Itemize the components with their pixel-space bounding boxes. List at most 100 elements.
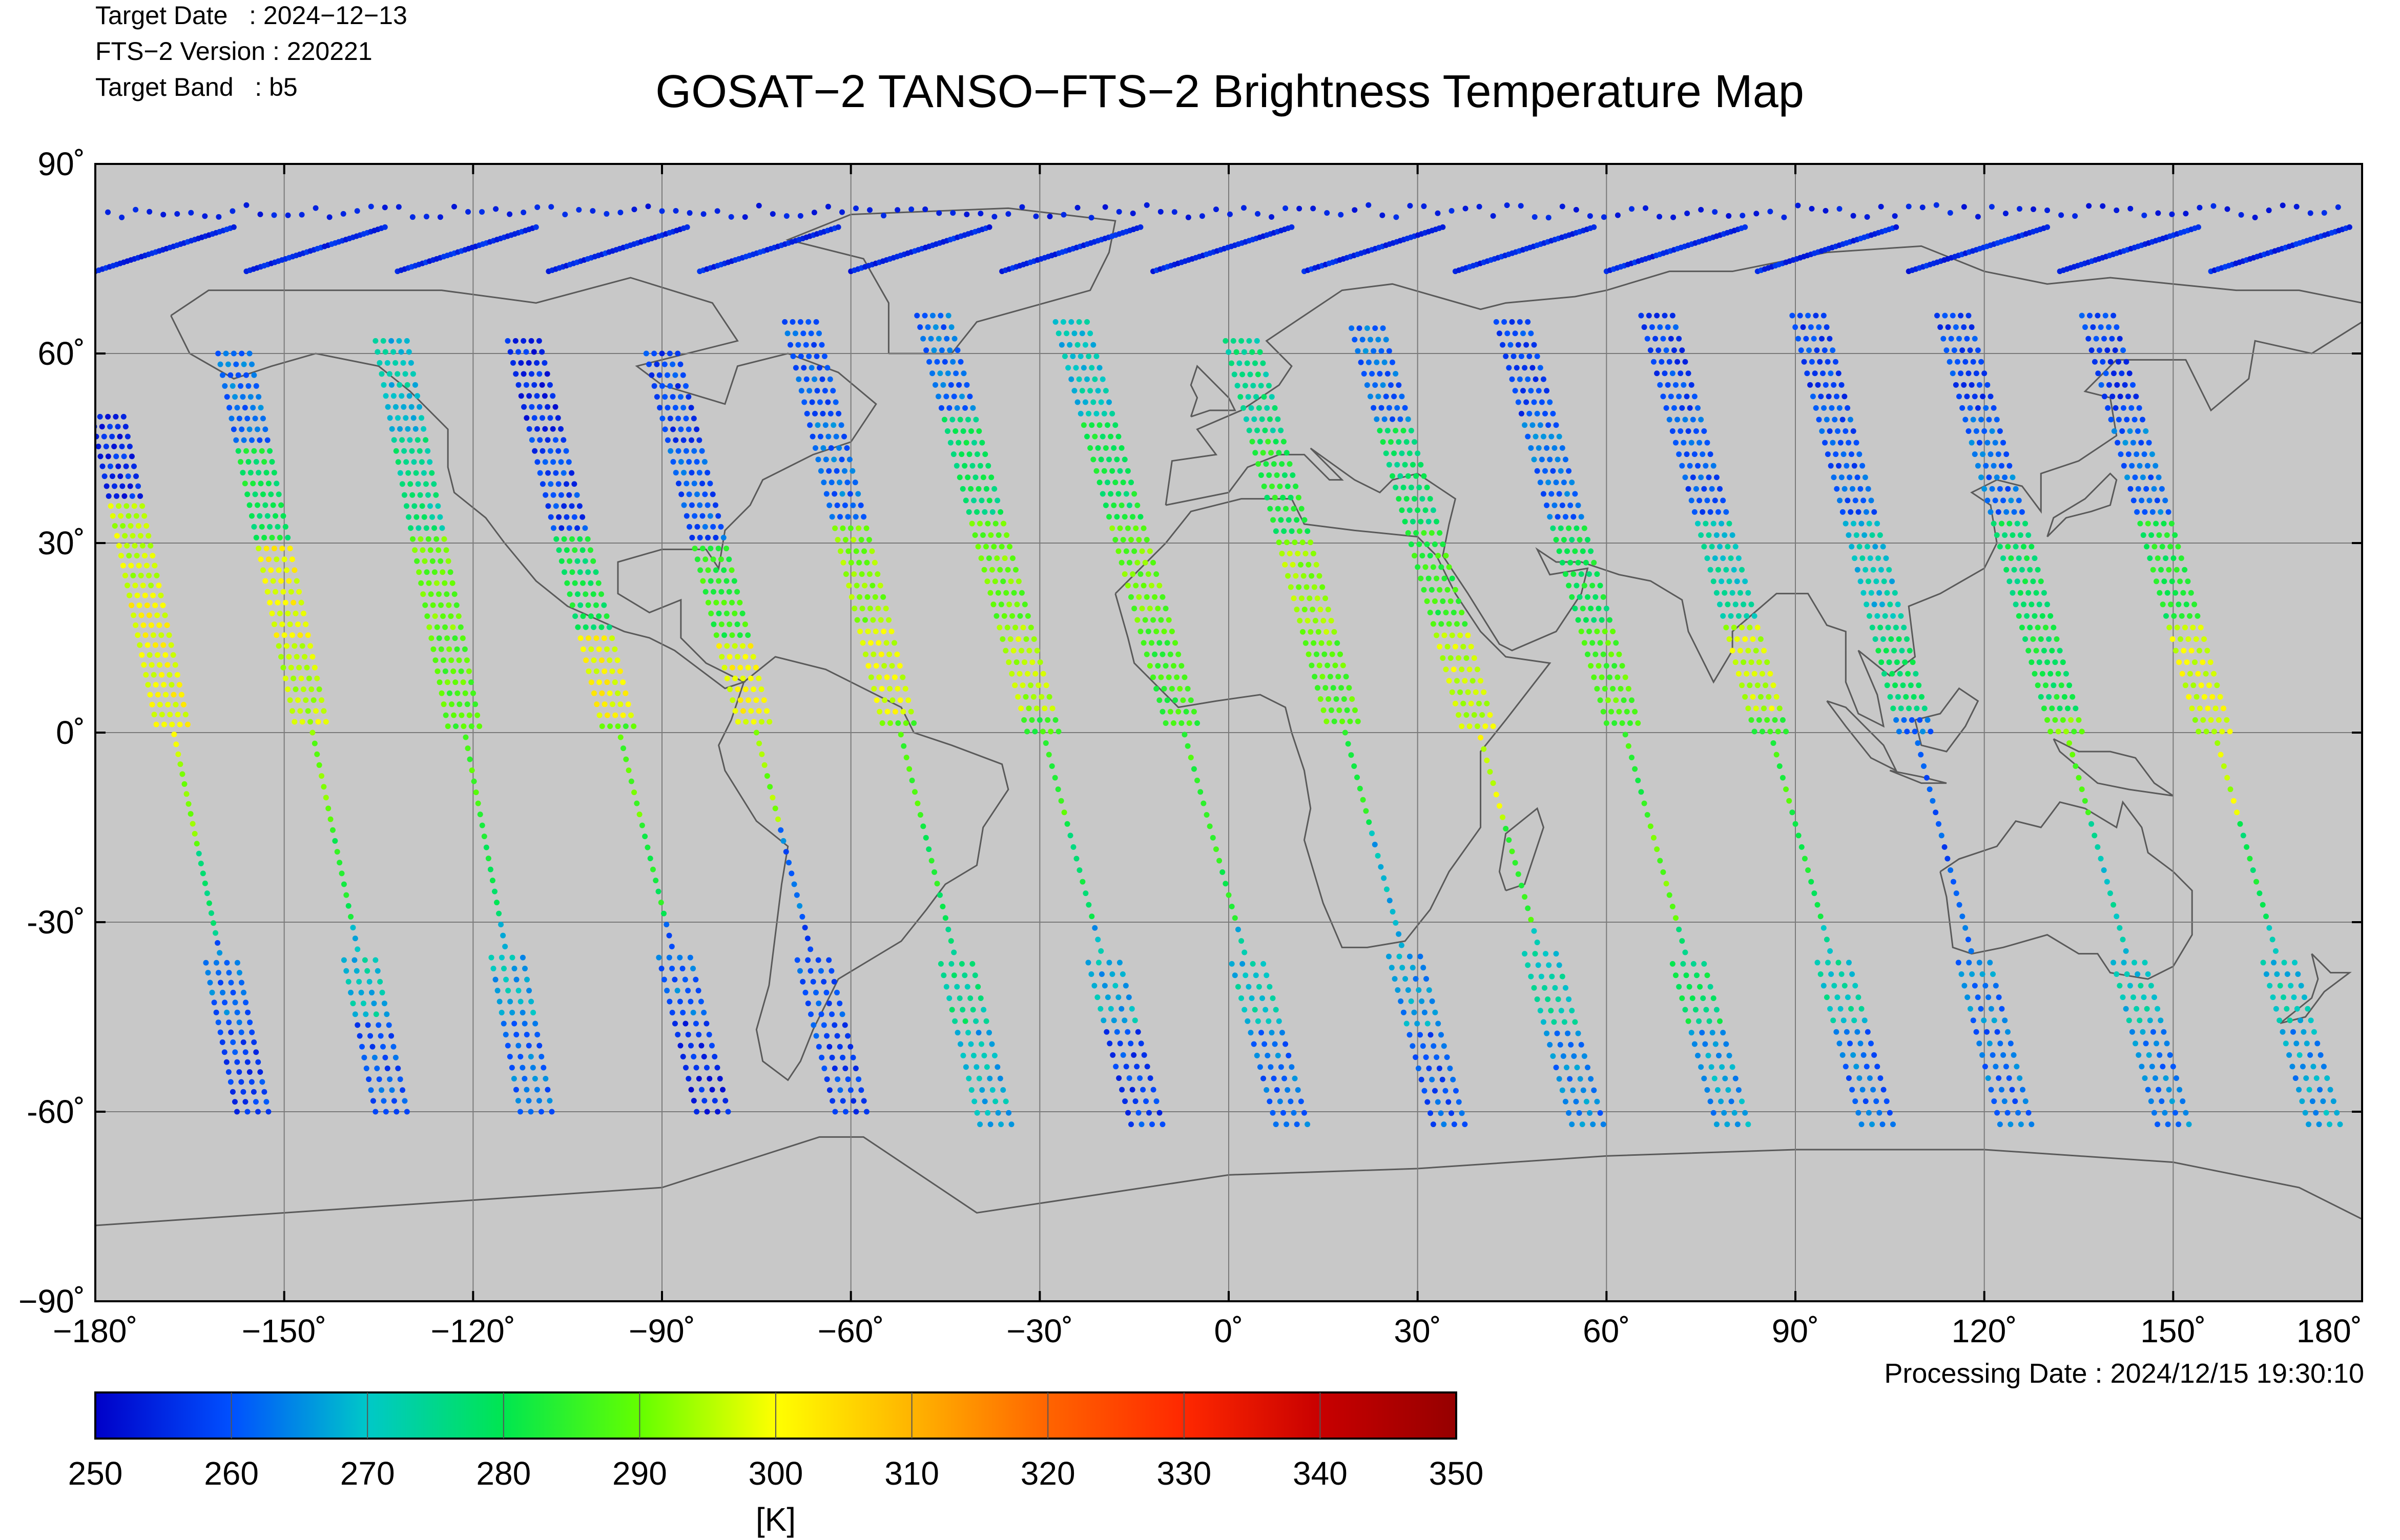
data-point [811,210,817,216]
data-point [439,525,445,531]
data-point [458,624,464,630]
data-point [1948,336,1954,342]
data-point [2266,207,2272,214]
data-point [1641,800,1647,806]
data-point [839,491,845,497]
data-point [377,979,383,985]
data-point [1678,370,1684,377]
data-point [253,1099,259,1105]
data-point [1566,582,1572,589]
data-point [944,336,950,342]
data-point [976,1075,982,1081]
data-point [1874,521,1880,527]
data-point [574,525,581,531]
data-point [631,206,637,213]
data-point [1450,1076,1456,1083]
data-point [552,437,558,443]
data-point [1859,463,1866,469]
data-point [1122,571,1128,577]
data-point [2130,440,2136,446]
data-point [522,966,528,972]
data-point [1691,451,1698,457]
data-point [2073,763,2079,769]
data-point [694,491,700,497]
data-point [276,491,282,497]
data-point [1687,463,1693,469]
data-point [394,1109,400,1115]
data-point [742,621,748,628]
data-point [620,745,627,752]
data-point [241,361,247,367]
data-point [399,481,405,487]
data-point [596,646,602,652]
data-point [682,976,688,983]
data-point [1393,484,1399,490]
data-point [816,1001,822,1007]
data-point [678,459,684,465]
data-point [1904,636,1910,642]
data-point [1144,594,1150,600]
data-point [2113,405,2119,411]
data-point [405,470,411,476]
data-point [960,428,966,434]
data-point [1707,984,1713,990]
data-point [1950,313,1956,319]
data-point [515,382,522,388]
data-point [1126,502,1132,508]
data-point [737,632,743,638]
data-point [2208,717,2214,723]
data-point [247,470,254,476]
data-point [1009,613,1016,619]
data-point [724,675,730,681]
data-point [149,662,155,668]
data-point [839,456,845,463]
data-point [1141,640,1147,646]
data-point [125,473,131,480]
data-point [860,640,866,646]
data-point [1421,203,1427,210]
data-point [466,712,472,718]
data-point [1986,474,1992,481]
data-point [249,1029,255,1035]
data-point [263,546,270,552]
data-point [714,1065,720,1071]
data-point [141,513,148,519]
data-point [1673,440,1679,446]
data-point [1865,578,1871,585]
data-point [253,534,259,540]
data-point [1558,468,1564,474]
data-point [1757,694,1764,700]
data-point [1226,349,1232,355]
data-point [1562,456,1568,463]
data-point [261,1089,267,1095]
data-point [439,690,445,696]
data-point [2012,1098,2018,1105]
data-point [1137,628,1144,634]
data-point [1002,555,1008,561]
data-point [1503,353,1509,359]
data-point [2145,971,2151,977]
y-tick-label: 30˚ [38,525,86,561]
data-point [1959,405,1965,411]
data-point [1718,1098,1724,1105]
data-point [718,524,724,530]
data-point [180,701,187,707]
data-point [1386,462,1392,468]
data-point [1731,625,1737,631]
data-point [1726,578,1732,585]
data-point [1666,417,1672,423]
data-point [1676,926,1682,932]
data-point [994,555,1000,561]
data-point [445,558,451,564]
data-point [236,415,242,422]
data-point [865,628,871,634]
data-point [417,404,423,410]
data-point [2127,486,2134,492]
data-point [823,989,830,995]
data-point [243,448,249,454]
data-point [2142,509,2148,515]
data-point [1953,890,1959,897]
data-point [903,755,909,761]
data-point [1309,662,1315,669]
data-point [1418,1076,1424,1083]
